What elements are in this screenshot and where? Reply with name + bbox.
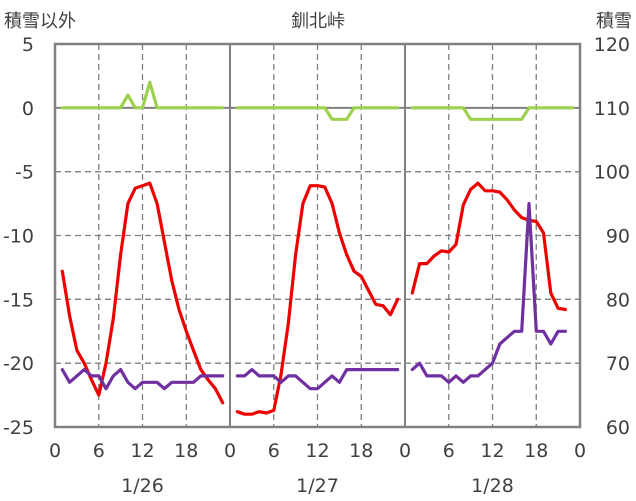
- x-tick-label: 6: [268, 440, 280, 462]
- x-tick-label: 0: [224, 440, 236, 462]
- x-tick-label: 18: [524, 440, 548, 462]
- series-line: [235, 106, 400, 121]
- grid: [55, 44, 580, 427]
- plot-frame: [53, 42, 582, 429]
- x-tick-label: 0: [49, 440, 61, 462]
- left-tick-label: -25: [3, 417, 34, 439]
- right-tick-label: 60: [606, 417, 630, 439]
- left-tick-label: -5: [15, 162, 34, 184]
- x-tick-label: 12: [480, 440, 504, 462]
- series-line: [60, 80, 225, 110]
- left-tick-label: 0: [22, 98, 34, 120]
- left-tick-label: -15: [3, 289, 34, 311]
- series-line: [410, 181, 568, 312]
- series-line: [410, 106, 575, 121]
- right-tick-label: 90: [606, 226, 630, 248]
- right-tick-label: 120: [594, 34, 630, 56]
- x-tick-label: 6: [93, 440, 105, 462]
- right-tick-label: 80: [606, 289, 630, 311]
- left-tick-label: -20: [3, 353, 34, 375]
- day-label: 1/27: [296, 475, 339, 497]
- right-tick-label: 100: [594, 162, 630, 184]
- right-tick-label: 70: [606, 353, 630, 375]
- right-axis-title: 積雪: [596, 11, 632, 32]
- series-line: [235, 368, 400, 391]
- day-label: 1/28: [471, 475, 514, 497]
- x-tick-label: 12: [130, 440, 154, 462]
- left-tick-label: -10: [3, 226, 34, 248]
- day-label: 1/26: [121, 475, 164, 497]
- series-lines: [60, 80, 575, 416]
- x-tick-label: 18: [174, 440, 198, 462]
- x-tick-label: 18: [349, 440, 373, 462]
- left-tick-label: 5: [22, 34, 34, 56]
- x-tick-label: 12: [305, 440, 329, 462]
- right-tick-label: 110: [594, 98, 630, 120]
- series-line: [60, 368, 225, 391]
- series-line: [410, 202, 568, 384]
- left-axis-title: 積雪以外: [4, 11, 76, 32]
- x-tick-label: 0: [574, 440, 586, 462]
- x-tick-label: 6: [443, 440, 455, 462]
- x-tick-label: 0: [399, 440, 411, 462]
- series-line: [235, 184, 400, 416]
- chart-title: 釧北峠: [291, 11, 345, 32]
